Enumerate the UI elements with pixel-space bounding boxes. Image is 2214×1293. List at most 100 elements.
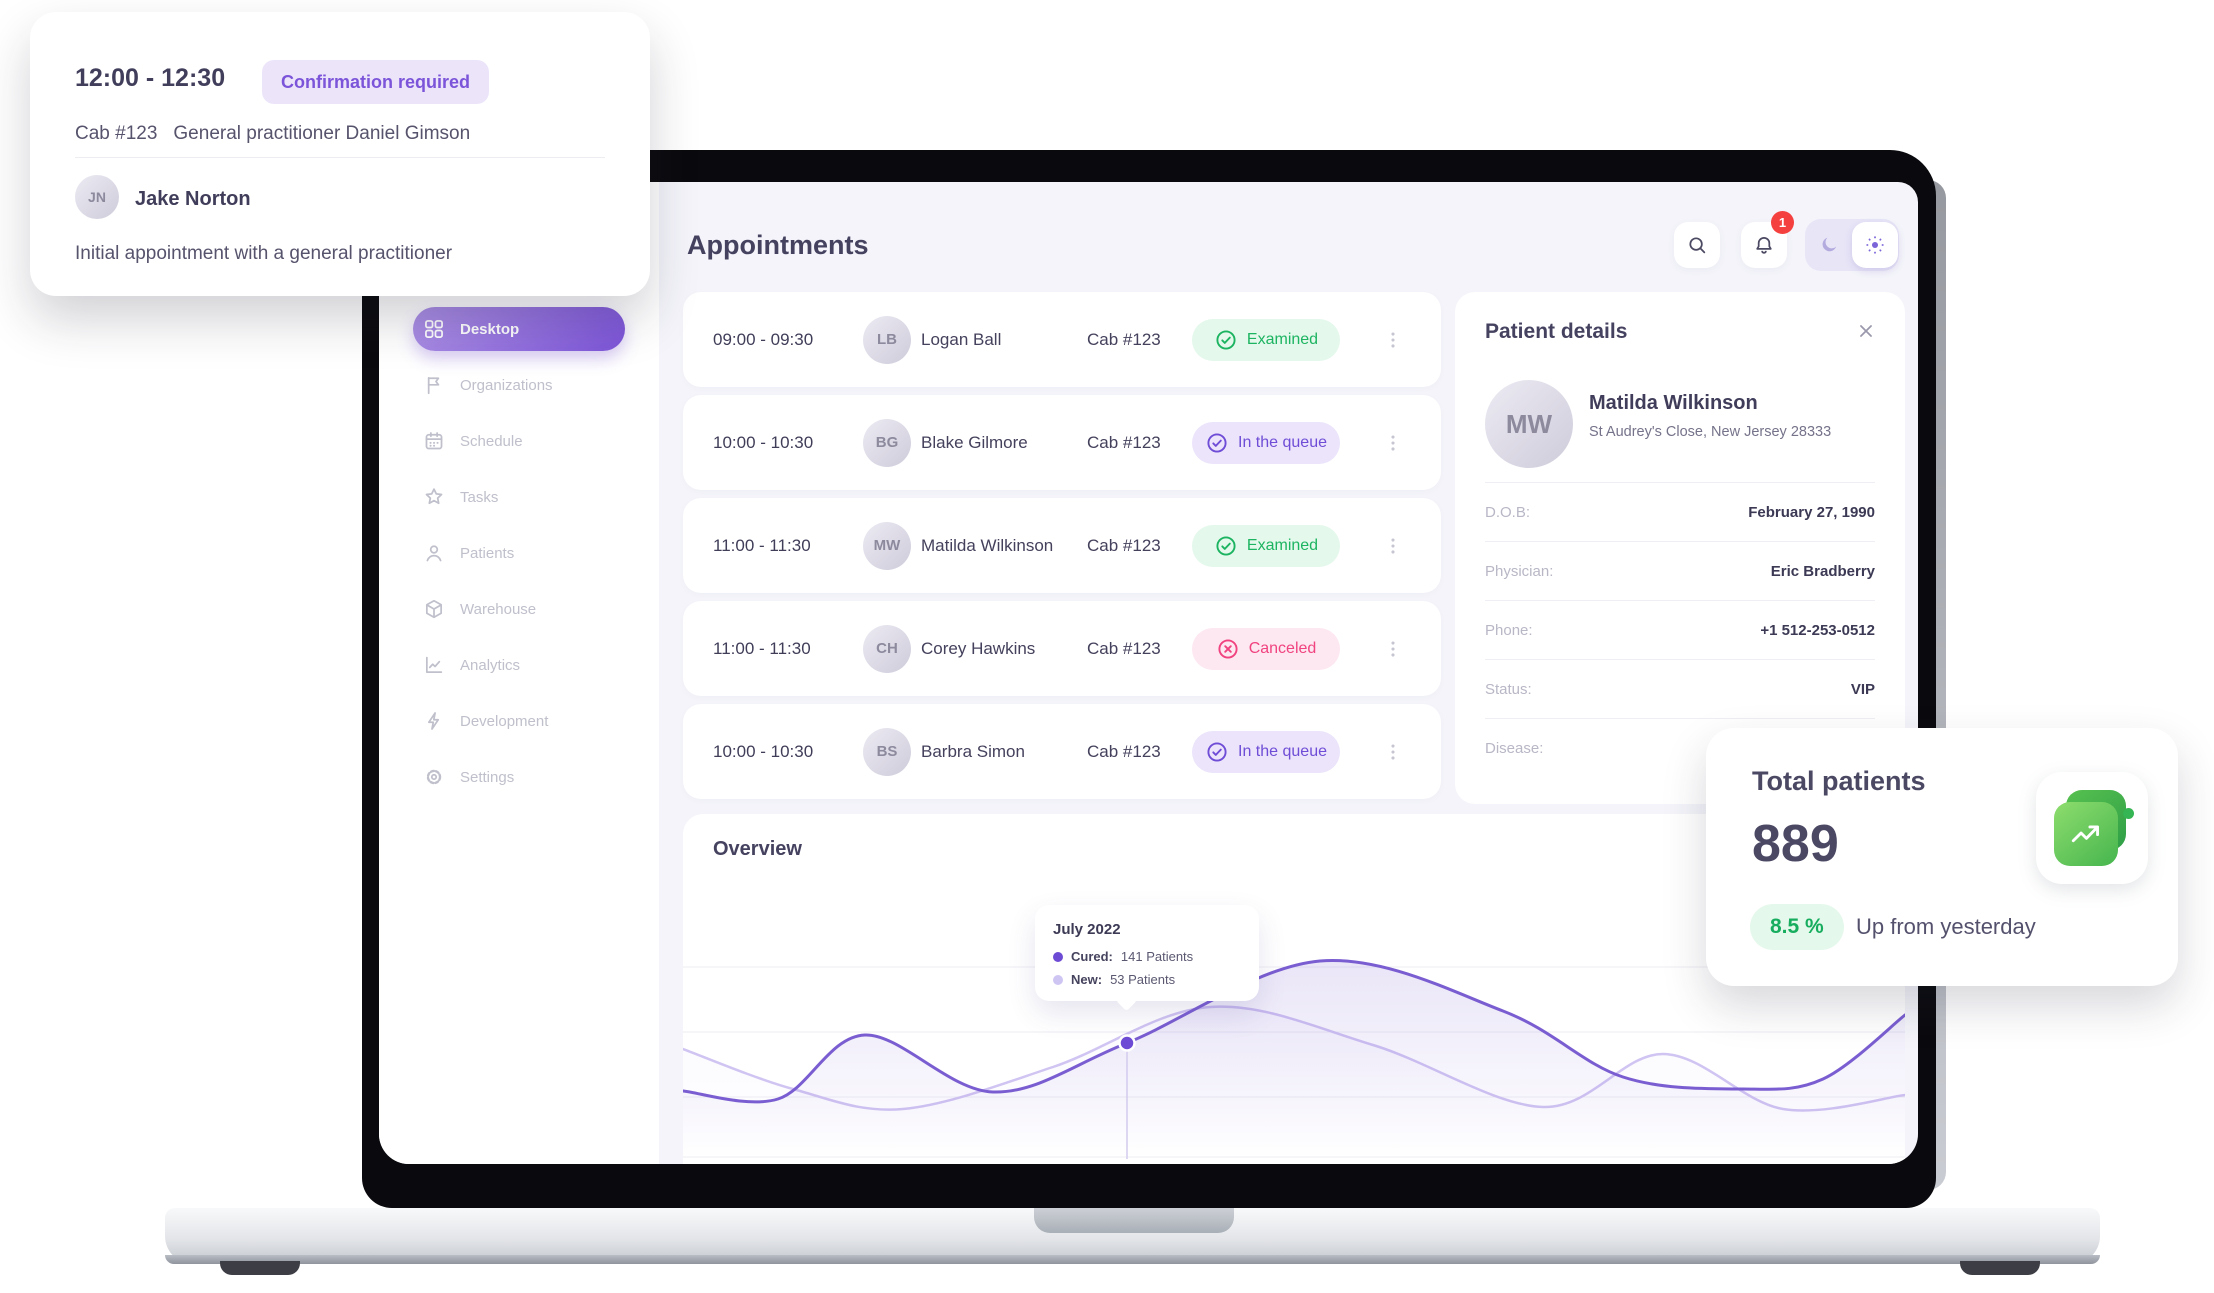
patients-chart — [683, 958, 1905, 1159]
popup-cab: Cab #123 — [75, 123, 158, 144]
bell-icon — [1753, 234, 1775, 256]
calendar-icon — [423, 430, 445, 452]
sidebar-item-settings[interactable]: Settings — [413, 755, 625, 799]
sidebar-item-label: Tasks — [460, 488, 499, 506]
light-mode-button[interactable] — [1852, 222, 1898, 268]
cube-icon — [423, 598, 445, 620]
bolt-icon — [423, 710, 445, 732]
check-circle-icon — [1214, 534, 1238, 558]
status-label: Examined — [1246, 536, 1319, 554]
user-icon — [423, 542, 445, 564]
patient-name: Matilda Wilkinson — [1589, 392, 1758, 414]
search-button[interactable] — [1674, 222, 1720, 268]
total-patients-card: Total patients 889 8.5 % Up from yesterd… — [1706, 728, 2178, 986]
overview-title: Overview — [713, 838, 802, 860]
field-label: Phone: — [1485, 621, 1533, 639]
search-icon — [1686, 234, 1708, 256]
theme-toggle[interactable] — [1805, 219, 1899, 271]
sidebar-item-label: Organizations — [460, 376, 553, 394]
appointment-time: 10:00 - 10:30 — [713, 432, 814, 452]
x-circle-icon — [1216, 637, 1240, 661]
flag-icon — [423, 374, 445, 396]
avatar: LB — [863, 315, 911, 364]
field-label: Physician: — [1485, 562, 1554, 580]
kebab-menu-icon[interactable] — [1379, 429, 1407, 457]
field-value: Eric Bradberry — [1770, 562, 1875, 580]
patient-field-row: Phone: +1 512-253-0512 — [1485, 600, 1875, 659]
appointments-list: 09:00 - 09:30 LB Logan Ball Cab #123 Exa… — [683, 292, 1441, 807]
sidebar-item-label: Settings — [460, 768, 515, 786]
moon-icon[interactable] — [1805, 234, 1852, 256]
field-value: February 27, 1990 — [1748, 503, 1875, 521]
field-label: D.O.B: — [1485, 503, 1531, 521]
field-label: Status: — [1485, 680, 1532, 698]
patient-details-title: Patient details — [1485, 320, 1628, 343]
star-icon — [423, 486, 445, 508]
overview-card: Overview Cured patients July 2022 Cured:… — [683, 814, 1905, 1164]
appointment-row[interactable]: 11:00 - 11:30 MW Matilda Wilkinson Cab #… — [683, 498, 1441, 593]
status-label: In the queue — [1238, 433, 1327, 451]
appointment-time: 10:00 - 10:30 — [713, 741, 814, 761]
check-circle-icon — [1205, 431, 1229, 455]
tooltip-series-value: 53 Patients — [1110, 972, 1176, 987]
confirmation-required-badge: Confirmation required — [262, 60, 490, 104]
total-patients-title: Total patients — [1752, 766, 1926, 796]
appointment-row[interactable]: 10:00 - 10:30 BG Blake Gilmore Cab #123 … — [683, 395, 1441, 490]
patient-field-row: Physician: Eric Bradberry — [1485, 541, 1875, 600]
status-badge: Examined — [1192, 318, 1340, 361]
sidebar-item-tasks[interactable]: Tasks — [413, 475, 625, 519]
tooltip-row: New: 53 Patients — [1053, 972, 1241, 987]
laptop-base-edge — [165, 1255, 2100, 1264]
sidebar-item-label: Development — [460, 712, 549, 730]
sidebar-item-desktop[interactable]: Desktop — [413, 307, 625, 351]
kebab-menu-icon[interactable] — [1379, 532, 1407, 560]
sidebar-item-analytics[interactable]: Analytics — [413, 643, 625, 687]
kebab-menu-icon[interactable] — [1379, 635, 1407, 663]
close-icon[interactable] — [1853, 318, 1879, 344]
status-badge: In the queue — [1192, 730, 1340, 773]
status-label: Examined — [1246, 330, 1319, 348]
kebab-menu-icon[interactable] — [1379, 326, 1407, 354]
patient-name: Matilda Wilkinson — [921, 535, 1054, 555]
sun-icon — [1864, 234, 1886, 256]
sidebar-item-schedule[interactable]: Schedule — [413, 419, 625, 463]
avatar: CH — [863, 624, 911, 673]
sidebar-item-organizations[interactable]: Organizations — [413, 363, 625, 407]
field-value: VIP — [1850, 680, 1875, 698]
chart-tooltip: July 2022 Cured: 141 Patients New: 53 Pa… — [1035, 905, 1259, 1001]
patient-name: Logan Ball — [921, 329, 1002, 349]
field-label: Disease: — [1485, 739, 1544, 757]
avatar: BS — [863, 727, 911, 776]
trend-up-icon — [2054, 802, 2118, 866]
patient-address: St Audrey's Close, New Jersey 28333 — [1589, 424, 1832, 440]
appointment-time: 11:00 - 11:30 — [713, 535, 811, 555]
popup-appointment-info: Cab #123 General practitioner Daniel Gims… — [75, 123, 470, 145]
green-dot — [2123, 808, 2134, 819]
notification-count-badge: 1 — [1771, 211, 1794, 234]
sidebar-item-warehouse[interactable]: Warehouse — [413, 587, 625, 631]
kebab-menu-icon[interactable] — [1379, 738, 1407, 766]
sidebar-item-label: Desktop — [460, 320, 520, 338]
appointment-row[interactable]: 09:00 - 09:30 LB Logan Ball Cab #123 Exa… — [683, 292, 1441, 387]
sidebar-nav: Desktop Organizations Schedule Tasks Pat… — [413, 307, 625, 811]
laptop-base — [165, 1208, 2100, 1275]
patient-details-panel: Patient details MW Matilda Wilkinson St … — [1455, 292, 1905, 804]
sidebar-item-development[interactable]: Development — [413, 699, 625, 743]
appointment-row[interactable]: 10:00 - 10:30 BS Barbra Simon Cab #123 I… — [683, 704, 1441, 799]
dashboard: Desktop Organizations Schedule Tasks Pat… — [379, 182, 1918, 1164]
total-patients-value: 889 — [1752, 815, 1839, 873]
patient-fields: D.O.B: February 27, 1990 Physician: Eric… — [1485, 482, 1875, 777]
sidebar-item-patients[interactable]: Patients — [413, 531, 625, 575]
appointment-row[interactable]: 11:00 - 11:30 CH Corey Hawkins Cab #123 … — [683, 601, 1441, 696]
tooltip-series-label: Cured: — [1071, 949, 1113, 964]
field-value: +1 512-253-0512 — [1760, 621, 1875, 639]
avatar: MW — [863, 521, 911, 570]
popup-patient-avatar: JN — [75, 175, 119, 219]
laptop-foot — [220, 1261, 300, 1275]
appointment-time: 09:00 - 09:30 — [713, 329, 814, 349]
appointment-time: 11:00 - 11:30 — [713, 638, 811, 658]
status-badge: In the queue — [1192, 421, 1340, 464]
sidebar-item-label: Warehouse — [460, 600, 537, 618]
status-label: Canceled — [1248, 639, 1317, 657]
